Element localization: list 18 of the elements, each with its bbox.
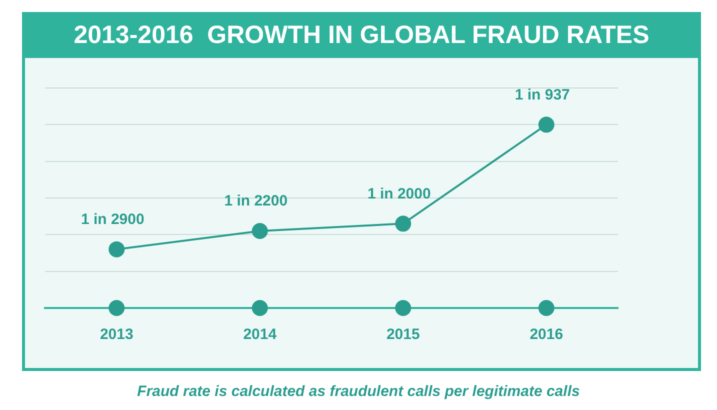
point [252, 300, 268, 316]
point [108, 241, 125, 258]
point [538, 300, 554, 316]
annotation: 1 in 937 [514, 86, 570, 104]
text: Fraud rate is calculated as fraudulent calls per legitimate calls [136, 383, 581, 400]
point [252, 223, 268, 239]
chart-title: 2013-2016 GROWTH IN GLOBAL FRAUD RATES [22, 12, 701, 58]
point [395, 300, 412, 316]
x-tick-label: 2016 [530, 326, 564, 344]
point [395, 216, 412, 232]
x-tick-label: 2015 [386, 326, 420, 344]
point [538, 116, 554, 133]
point [108, 300, 125, 316]
annotation: 1 in 2000 [367, 185, 431, 202]
annotation: 1 in 2900 [80, 210, 144, 228]
x-tick-label: 2014 [243, 326, 278, 344]
annotation: 1 in 2200 [224, 192, 288, 210]
x-tick-label: 2013 [100, 326, 134, 344]
